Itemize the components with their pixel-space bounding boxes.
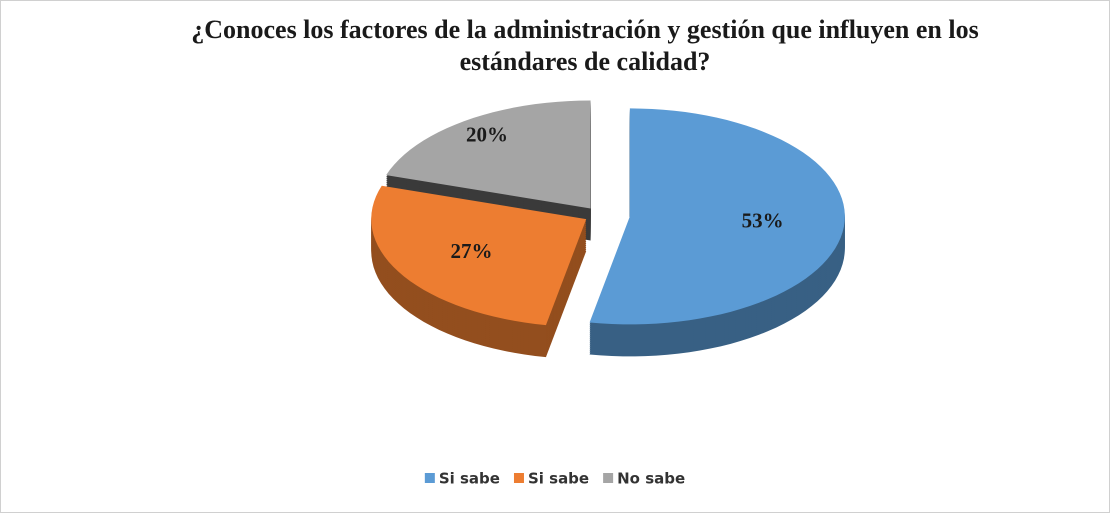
chart-title: ¿Conoces los factores de la administraci…	[191, 15, 979, 76]
legend-swatch	[513, 473, 524, 483]
legend-label: No sabe	[617, 470, 685, 488]
data-label: 27%	[450, 239, 492, 263]
data-label: 20%	[466, 123, 508, 147]
pie-slice	[589, 108, 845, 325]
legend-swatch	[424, 473, 435, 483]
legend-label: Si sabe	[528, 470, 589, 488]
legend-swatch	[603, 473, 614, 483]
data-label: 53%	[742, 209, 784, 233]
pie-slice	[371, 185, 587, 326]
pie-slice	[386, 100, 591, 209]
legend-label: Si sabe	[439, 470, 500, 488]
